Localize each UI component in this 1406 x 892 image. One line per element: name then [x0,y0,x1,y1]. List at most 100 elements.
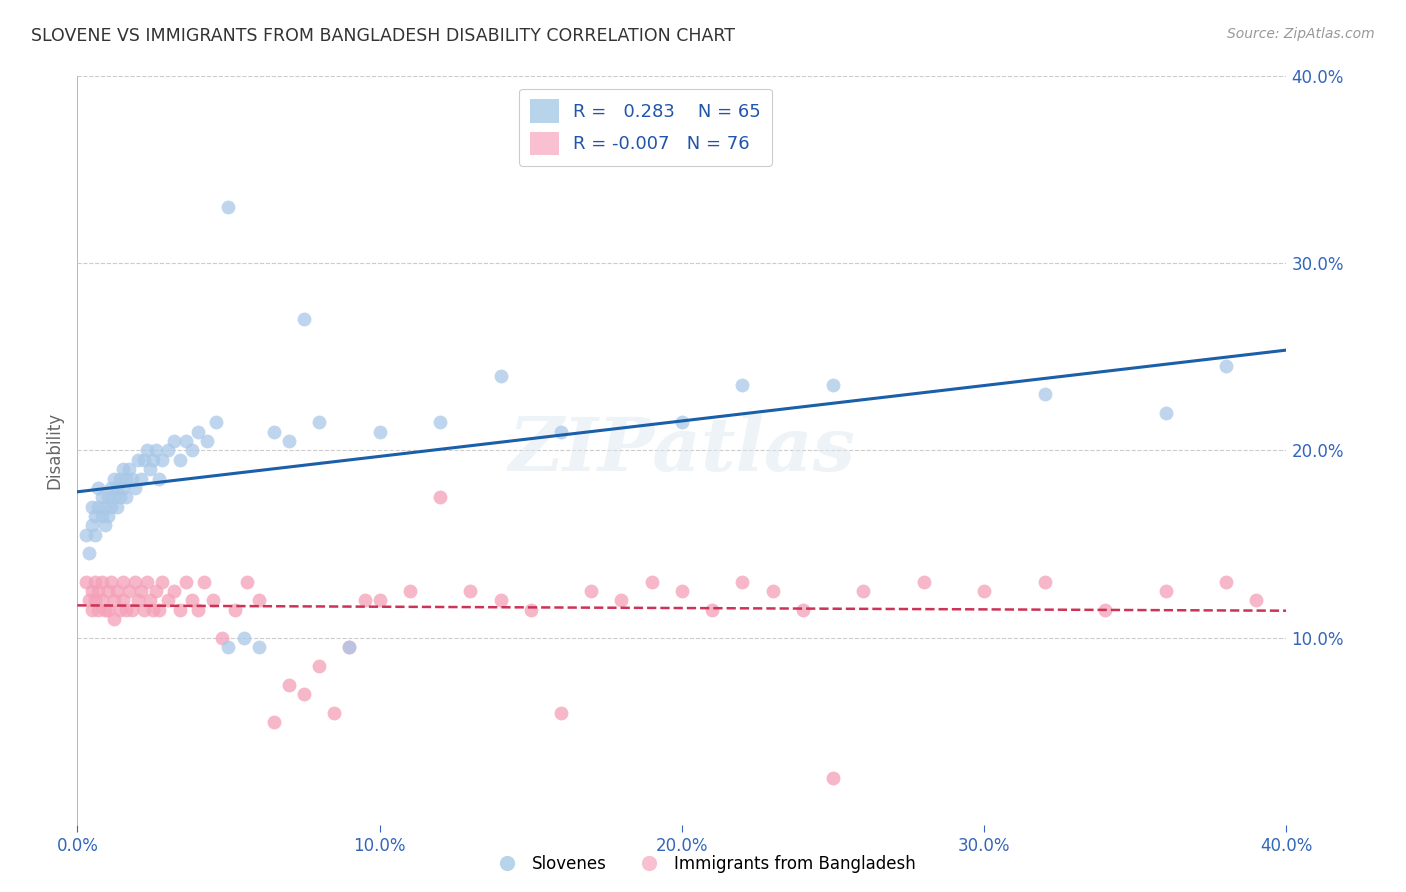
Point [82,518,104,533]
Point [148,471,170,485]
Point [641,574,664,589]
Point [96,583,118,598]
Point [429,491,451,505]
Point [103,612,125,626]
Point [114,471,136,485]
Point [157,443,180,458]
Point [1033,574,1056,589]
Y-axis label: Disability: Disability [45,412,63,489]
Point [103,471,125,485]
Point [263,425,285,439]
Point [87,603,110,617]
Point [103,593,125,607]
Point [218,200,240,214]
Point [1033,387,1056,401]
Point [163,583,186,598]
Point [610,593,633,607]
Point [121,471,143,485]
Point [93,500,115,514]
Point [278,678,301,692]
Point [145,583,167,598]
Text: SLOVENE VS IMMIGRANTS FROM BANGLADESH DISABILITY CORRELATION CHART: SLOVENE VS IMMIGRANTS FROM BANGLADESH DI… [31,27,735,45]
Point [163,434,186,449]
Point [308,658,330,673]
Point [1215,574,1237,589]
Point [458,583,481,598]
Point [202,593,225,607]
Point [82,500,104,514]
Point [973,583,995,598]
Point [232,631,254,645]
Point [132,452,155,467]
Point [105,500,128,514]
Point [150,452,173,467]
Point [127,593,149,607]
Point [96,491,118,505]
Point [100,481,122,495]
Point [762,583,785,598]
Point [111,481,134,495]
Point [520,603,543,617]
Point [87,583,110,598]
Point [550,706,572,720]
Point [124,574,146,589]
Point [82,583,104,598]
Point [108,491,131,505]
Point [79,593,101,607]
Point [169,603,191,617]
Point [114,603,136,617]
Point [82,603,104,617]
Point [90,593,112,607]
Point [399,583,422,598]
Point [142,603,165,617]
Point [489,368,512,383]
Point [108,603,131,617]
Point [671,583,693,598]
Point [821,771,844,786]
Point [90,508,112,523]
Point [169,452,191,467]
Point [114,491,136,505]
Point [84,574,107,589]
Point [731,574,754,589]
Point [87,481,110,495]
Point [247,640,270,655]
Point [323,706,346,720]
Point [821,378,844,392]
Point [111,574,134,589]
Point [224,603,246,617]
Point [263,715,285,730]
Point [96,603,118,617]
Point [100,574,122,589]
Point [337,640,360,655]
Point [100,500,122,514]
Point [132,603,155,617]
Point [337,640,360,655]
Point [187,603,209,617]
Point [205,415,228,429]
Text: Source: ZipAtlas.com: Source: ZipAtlas.com [1227,27,1375,41]
Point [1154,406,1177,420]
Point [181,443,204,458]
Point [84,527,107,541]
Point [1246,593,1268,607]
Point [90,574,112,589]
Point [247,593,270,607]
Point [292,687,315,701]
Point [103,491,125,505]
Point [1215,359,1237,373]
Point [105,481,128,495]
Point [90,491,112,505]
Legend: R =   0.283    N = 65, R = -0.007   N = 76: R = 0.283 N = 65, R = -0.007 N = 76 [519,88,772,166]
Point [139,593,162,607]
Point [368,425,391,439]
Point [93,518,115,533]
Point [127,452,149,467]
Point [142,452,165,467]
Point [118,583,141,598]
Point [118,462,141,476]
Point [108,471,131,485]
Point [195,434,218,449]
Point [278,434,301,449]
Point [550,425,572,439]
